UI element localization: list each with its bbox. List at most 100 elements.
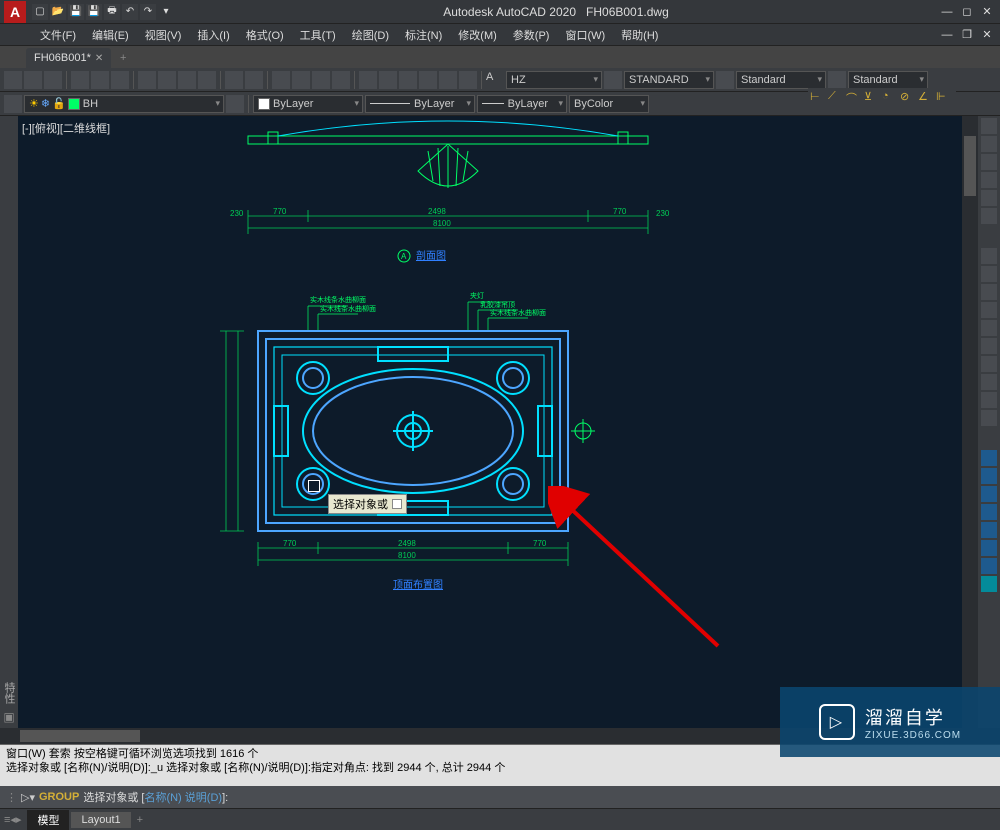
undo-icon[interactable]: ↶ [122,4,138,20]
plotstyle-dropdown[interactable]: ByColor [569,95,649,113]
copy-icon[interactable] [158,71,176,89]
props-collapse-icon[interactable]: ▣ [3,710,14,724]
new-tab-button[interactable]: + [113,48,133,68]
menu-view[interactable]: 视图(V) [137,27,190,43]
tool-pal-icon[interactable] [399,71,417,89]
layer-props-icon[interactable] [4,95,22,113]
menu-insert[interactable]: 插入(I) [189,27,237,43]
undo-icon2[interactable] [225,71,243,89]
model-tab[interactable]: 模型 [27,810,69,830]
menu-window[interactable]: 窗口(W) [557,27,613,43]
zoom-prev-icon[interactable] [332,71,350,89]
close-icon[interactable]: ✕ [978,3,996,21]
circle-tool-icon[interactable] [981,284,997,300]
print-icon2[interactable] [71,71,89,89]
cut-icon[interactable] [138,71,156,89]
table-icon[interactable] [716,71,734,89]
textstyle-dropdown[interactable]: HZ [506,71,602,89]
menu-format[interactable]: 格式(O) [238,27,292,43]
app-logo[interactable]: A [4,1,26,23]
markup-icon[interactable] [439,71,457,89]
mlstyle-dropdown[interactable]: Standard [848,71,928,89]
point-tool-icon[interactable] [981,410,997,426]
text-icon[interactable]: A [486,71,504,89]
zoom-icon[interactable] [292,71,310,89]
vertical-scrollbar[interactable] [962,116,978,728]
mirror-tool-icon[interactable] [981,522,997,538]
hatch-tool-icon[interactable] [981,356,997,372]
lineweight-dropdown[interactable]: ByLayer [477,95,567,113]
qat-more-icon[interactable]: ▾ [158,4,174,20]
layer-dropdown[interactable]: ☀ ❄ 🔓 BH [24,95,224,113]
new-file-icon[interactable] [4,71,22,89]
ellipse-tool-icon[interactable] [981,338,997,354]
save-icon[interactable]: 💾 [68,4,84,20]
match-icon[interactable] [198,71,216,89]
dc-icon[interactable] [379,71,397,89]
navwheel-icon[interactable] [981,136,997,152]
dim-ord-icon[interactable]: ⊻ [864,90,882,106]
paste-icon[interactable] [178,71,196,89]
arc-tool-icon[interactable] [981,302,997,318]
linetype-dropdown[interactable]: ByLayer [365,95,475,113]
dim-aligned-icon[interactable]: ⟋ [828,90,846,106]
mdi-close-icon[interactable]: ✕ [978,26,996,44]
sheet-icon[interactable] [419,71,437,89]
pline-tool-icon[interactable] [981,266,997,282]
new-icon[interactable]: ▢ [32,4,48,20]
open-icon[interactable]: 📂 [50,4,66,20]
stretch-tool-icon[interactable] [981,486,997,502]
copy-tool-icon[interactable] [981,468,997,484]
rotate-tool-icon[interactable] [981,504,997,520]
command-line[interactable]: ⋮ ▷▾ GROUP 选择对象或 [名称(N) 说明(D)]: [0,786,1000,808]
orbit-icon[interactable] [981,190,997,206]
redo-icon2[interactable] [245,71,263,89]
menu-draw[interactable]: 绘图(D) [344,27,397,43]
add-layout-icon[interactable]: + [137,814,143,826]
table-tool-icon[interactable] [981,392,997,408]
text-tool-icon[interactable] [981,374,997,390]
dim-quick-icon[interactable]: ⊩ [936,90,954,106]
move-tool-icon[interactable] [981,450,997,466]
dim-arc-icon[interactable]: ⌒ [846,90,864,106]
zoomext-icon[interactable] [981,172,997,188]
menu-dim[interactable]: 标注(N) [397,27,450,43]
properties-tab[interactable]: 特性 [1,676,17,710]
save-file-icon[interactable] [44,71,62,89]
zoom-window-icon[interactable] [312,71,330,89]
pan-icon2[interactable] [981,154,997,170]
publish-icon[interactable] [111,71,129,89]
minimize-icon[interactable]: — [938,3,956,21]
scale-tool-icon[interactable] [981,540,997,556]
menu-param[interactable]: 参数(P) [505,27,558,43]
rect-tool-icon[interactable] [981,320,997,336]
tab-nav-icon[interactable]: ≡◂▸ [4,813,21,826]
mleader-icon[interactable] [828,71,846,89]
pan-icon[interactable] [272,71,290,89]
trim-tool-icon[interactable] [981,558,997,574]
calc-icon[interactable] [459,71,477,89]
menu-modify[interactable]: 修改(M) [450,27,505,43]
dim-rad-icon[interactable]: ◔ [882,90,900,106]
props-icon[interactable] [359,71,377,89]
showmo-icon[interactable] [981,208,997,224]
dim-icon[interactable] [604,71,622,89]
open-file-icon[interactable] [24,71,42,89]
menu-tools[interactable]: 工具(T) [292,27,344,43]
extend-tool-icon[interactable] [981,576,997,592]
menu-edit[interactable]: 编辑(E) [84,27,137,43]
menu-file[interactable]: 文件(F) [32,27,84,43]
drawing-canvas[interactable]: [-][俯视][二维线框] [18,116,962,728]
file-tab[interactable]: FH06B001* ✕ [26,48,111,68]
menu-help[interactable]: 帮助(H) [613,27,666,43]
mdi-minimize-icon[interactable]: — [938,26,956,44]
mdi-restore-icon[interactable]: ❐ [958,26,976,44]
layout1-tab[interactable]: Layout1 [71,812,130,828]
redo-icon[interactable]: ↷ [140,4,156,20]
line-tool-icon[interactable] [981,248,997,264]
dim-linear-icon[interactable]: ⊢ [810,90,828,106]
dim-ang-icon[interactable]: ∠ [918,90,936,106]
preview-icon[interactable] [91,71,109,89]
color-dropdown[interactable]: ByLayer [253,95,363,113]
layer-prev-icon[interactable] [226,95,244,113]
